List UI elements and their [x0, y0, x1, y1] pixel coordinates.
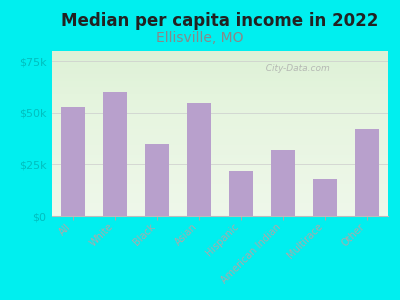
Bar	[272, 150, 294, 216]
Bar	[62, 107, 84, 216]
Bar	[146, 144, 168, 216]
Bar	[230, 171, 252, 216]
Text: City-Data.com: City-Data.com	[260, 64, 330, 73]
Bar	[188, 103, 210, 216]
Bar	[356, 129, 378, 216]
Title: Median per capita income in 2022: Median per capita income in 2022	[61, 12, 379, 30]
Bar	[104, 92, 126, 216]
Bar	[314, 179, 336, 216]
Text: Ellisville, MO: Ellisville, MO	[156, 32, 244, 46]
